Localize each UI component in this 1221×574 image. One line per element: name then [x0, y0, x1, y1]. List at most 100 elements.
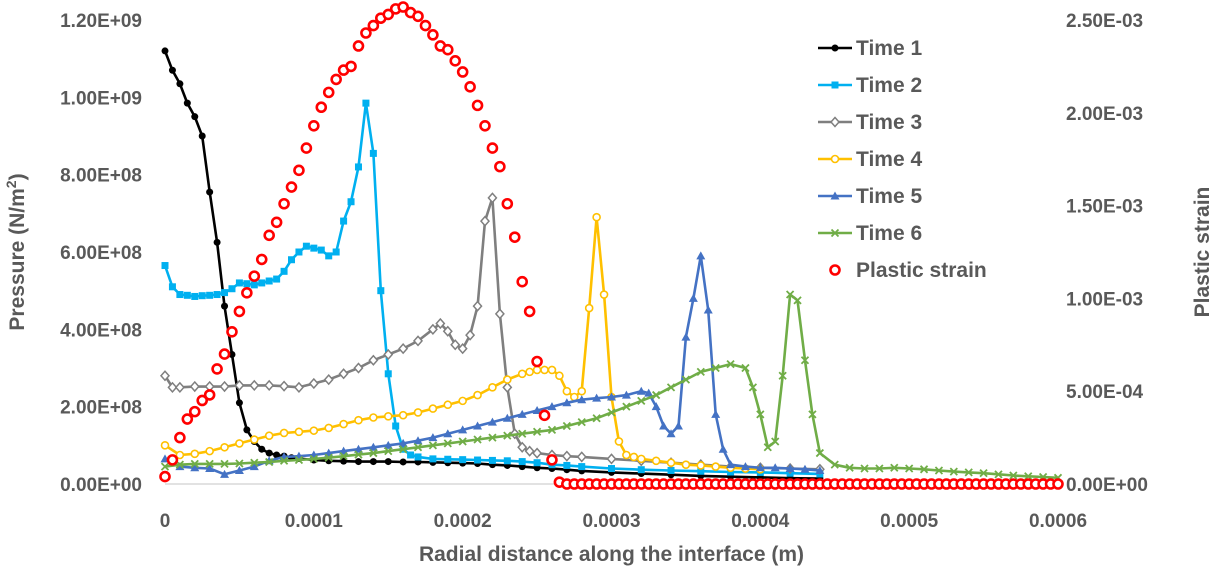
data-point-plastic-strain — [486, 142, 499, 154]
legend-item-time-3: Time 3 — [818, 111, 922, 134]
data-point-time-1 — [213, 238, 221, 246]
data-point-time-2 — [235, 279, 243, 287]
data-point-plastic-strain — [330, 73, 342, 86]
data-point-time-2 — [168, 283, 176, 291]
data-point-time-6 — [279, 456, 289, 465]
data-point-time-6 — [808, 410, 817, 419]
data-point-time-6 — [324, 453, 333, 462]
data-point-plastic-strain — [412, 10, 424, 23]
y2-tick-label: 1.00E-03 — [1066, 289, 1143, 310]
data-point-time-4 — [235, 439, 244, 448]
data-point-plastic-strain — [464, 81, 476, 93]
data-point-time-1 — [243, 426, 251, 434]
data-point-plastic-strain — [188, 405, 201, 418]
data-point-time-4 — [651, 456, 661, 466]
data-point-time-2 — [332, 248, 340, 256]
data-point-time-5 — [800, 464, 810, 473]
data-point-time-6 — [339, 452, 348, 461]
y-tick-label: 6.00E+08 — [60, 243, 142, 264]
data-point-time-3 — [249, 379, 260, 392]
data-point-plastic-strain — [255, 253, 268, 266]
data-point-time-6 — [741, 363, 750, 373]
data-point-time-2 — [414, 453, 422, 461]
data-point-plastic-strain — [360, 27, 372, 39]
data-point-time-5 — [234, 465, 244, 474]
data-point-time-6 — [443, 439, 452, 448]
data-point-time-4 — [629, 452, 639, 462]
data-point-time-6 — [1024, 472, 1033, 481]
data-point-time-5 — [815, 465, 825, 474]
data-point-time-2 — [340, 217, 348, 225]
x-tick-label: 0 — [160, 511, 171, 532]
data-point-plastic-strain — [211, 363, 223, 375]
data-point-plastic-strain — [352, 40, 365, 52]
legend-item-time-2: Time 2 — [818, 74, 922, 97]
y-axis-title-close: ) — [6, 173, 29, 180]
data-point-time-4 — [547, 365, 557, 375]
y2-tick-label: 2.50E-03 — [1066, 11, 1143, 32]
y-tick-label: 2.00E+08 — [60, 398, 142, 419]
legend-label: Time 1 — [856, 37, 922, 60]
data-point-time-6 — [384, 446, 393, 456]
data-point-plastic-strain — [166, 454, 179, 466]
legend: Time 1 Time 2 Time 3 Time 4 Time 5 Time 6 Plas… — [818, 37, 987, 282]
data-point-time-3 — [502, 381, 513, 393]
data-point-plastic-strain — [241, 287, 253, 299]
data-point-time-4 — [636, 454, 646, 464]
data-point-plastic-strain — [315, 101, 328, 114]
data-point-time-2 — [273, 275, 281, 283]
data-point-time-4 — [503, 375, 512, 384]
data-point-plastic-strain — [248, 270, 261, 282]
data-point-time-6 — [681, 375, 691, 384]
data-point-time-5 — [696, 251, 706, 260]
legend-swatch-marker — [829, 116, 841, 128]
data-point-time-5 — [785, 464, 795, 473]
data-point-time-3 — [308, 377, 319, 390]
data-point-time-4 — [592, 212, 601, 222]
data-point-time-4 — [339, 419, 348, 429]
data-point-time-6 — [562, 421, 571, 431]
data-point-plastic-strain — [508, 231, 521, 243]
data-point-time-5 — [205, 464, 215, 473]
data-point-time-3 — [457, 343, 468, 355]
series-plastic-strain — [159, 1, 1064, 490]
data-point-time-5 — [688, 293, 698, 302]
data-point-plastic-strain — [233, 305, 246, 318]
data-point-time-2 — [369, 149, 377, 157]
data-point-time-1 — [384, 458, 392, 466]
data-point-time-1 — [221, 302, 229, 310]
data-point-time-5 — [517, 409, 527, 418]
data-point-time-3 — [279, 380, 290, 392]
data-point-time-1 — [228, 350, 236, 358]
x-tick-label: 0.0002 — [434, 511, 492, 532]
y-axis-title-superscript: 2 — [3, 180, 19, 188]
data-point-time-4 — [264, 431, 274, 440]
data-point-time-5 — [755, 463, 765, 472]
data-point-time-4 — [525, 367, 534, 377]
data-point-plastic-strain — [300, 142, 313, 154]
y-tick-label: 4.00E+08 — [60, 320, 142, 341]
data-point-time-5 — [249, 462, 259, 471]
data-point-time-3 — [524, 445, 535, 457]
data-point-time-4 — [175, 450, 185, 460]
data-point-time-2 — [384, 370, 392, 378]
data-point-time-2 — [488, 456, 496, 464]
legend-item-time-1: Time 1 — [818, 37, 922, 60]
data-point-plastic-strain — [516, 275, 529, 288]
legend-item-time-4: Time 4 — [818, 148, 922, 171]
data-point-plastic-strain — [174, 431, 186, 444]
data-point-plastic-strain — [322, 86, 335, 99]
data-point-time-6 — [458, 437, 467, 446]
data-point-time-6 — [518, 429, 527, 438]
data-point-time-4 — [488, 383, 497, 392]
data-point-plastic-strain — [218, 348, 231, 360]
data-point-time-1 — [191, 113, 199, 121]
data-point-time-1 — [265, 449, 273, 457]
x-tick-label: 0.0004 — [731, 511, 790, 532]
data-point-time-4 — [599, 290, 609, 299]
series-line-time-6 — [164, 293, 1059, 480]
data-point-time-6 — [778, 371, 787, 380]
data-point-plastic-strain — [523, 305, 536, 318]
series-line-time-1 — [163, 50, 820, 480]
